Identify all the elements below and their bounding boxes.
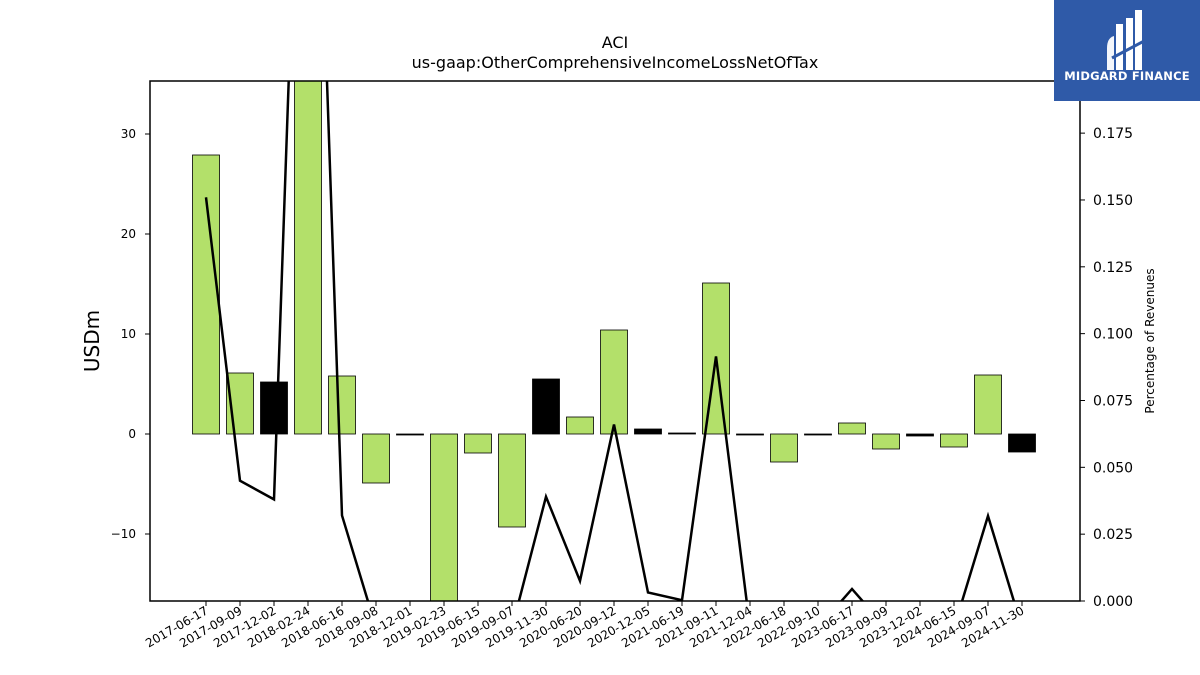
bar — [838, 422, 866, 435]
y2-tick-label: 0.075 — [1093, 393, 1133, 409]
y2-tick-label: 0.000 — [1093, 594, 1133, 610]
y2-tick-label: 0.175 — [1093, 126, 1133, 142]
chart-title: ACI — [602, 33, 629, 52]
bar — [396, 433, 424, 436]
bar — [192, 154, 220, 435]
bar — [906, 433, 934, 437]
y2-tick-label: 0.025 — [1093, 527, 1133, 543]
y2-tick-label: 0.125 — [1093, 260, 1133, 276]
chart-subtitle: us-gaap:OtherComprehensiveIncomeLossNetO… — [412, 53, 819, 72]
bar — [260, 381, 288, 435]
bar — [940, 433, 968, 448]
bar — [668, 432, 696, 435]
y-tick-label: −10 — [111, 527, 136, 541]
revenue-pct-line — [204, 81, 1016, 601]
y-tick-label: 0 — [128, 427, 136, 441]
bar — [498, 433, 526, 528]
bar — [974, 374, 1002, 435]
y2-axis-label: Percentage of Revenues — [1143, 268, 1157, 413]
y2-tick-label: 0.100 — [1093, 327, 1133, 343]
midgard-finance-logo: MIDGARD FINANCE — [1054, 0, 1200, 101]
plot-frame — [149, 80, 1081, 602]
bar — [770, 433, 798, 463]
y-tick-label: 30 — [121, 127, 136, 141]
bar — [736, 433, 764, 436]
bar — [872, 433, 900, 450]
bar — [294, 81, 322, 435]
y2-tick-label: 0.050 — [1093, 460, 1133, 476]
bar — [532, 378, 560, 435]
y-tick-label: 20 — [121, 227, 136, 241]
bar — [566, 416, 594, 435]
bar — [600, 329, 628, 435]
bar — [634, 428, 662, 435]
bar — [464, 433, 492, 454]
logo-text: MIDGARD FINANCE — [1064, 69, 1190, 83]
bar — [430, 433, 458, 601]
midgard-logo-icon — [1107, 10, 1147, 70]
y-axis-label: USDm — [80, 310, 104, 372]
bar — [362, 433, 390, 484]
y-tick-label: 10 — [121, 327, 136, 341]
bar — [804, 433, 832, 436]
y2-tick-label: 0.150 — [1093, 193, 1133, 209]
bar — [1008, 433, 1036, 453]
bar — [328, 375, 356, 435]
